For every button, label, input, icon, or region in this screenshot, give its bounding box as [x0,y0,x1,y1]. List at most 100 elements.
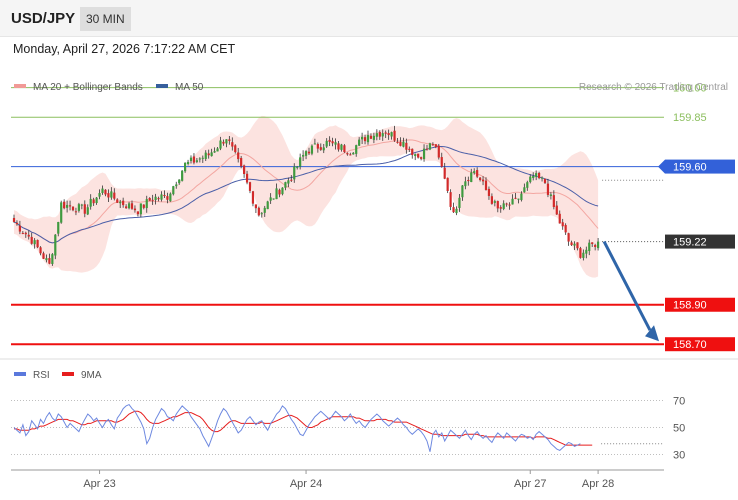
candle-body [299,157,302,167]
candle [151,194,154,205]
candle-body [86,207,89,215]
candle-body [68,205,72,207]
candle [372,132,375,144]
candle-body [437,145,440,158]
candle-body [481,179,485,182]
candle [543,178,547,185]
candle [142,204,145,210]
candle [80,203,83,210]
candle [576,242,579,251]
candle-body [340,144,343,150]
level-label-160.00: 160.00 [673,83,707,95]
candle-body [12,217,16,222]
candle [204,150,207,162]
candle [266,200,269,210]
candle [240,155,243,169]
candle [254,204,257,214]
level-label-158.70: 158.70 [673,339,707,351]
legend-swatch [14,84,26,88]
candle [83,200,86,218]
candle-body [204,152,207,159]
candle [110,187,113,200]
candle [263,205,266,217]
candle [588,239,591,256]
candle-body [402,141,405,147]
candle [499,205,502,213]
candle [458,194,461,212]
candle [166,192,169,204]
candle [51,253,54,266]
candle-body [243,165,246,175]
candle-body [237,152,240,160]
candle [428,142,432,151]
candle-body [51,254,54,264]
candle-body [422,148,426,160]
candle [92,197,95,206]
candle [12,214,16,223]
candle-body [210,152,213,157]
candle-body [130,203,134,209]
candle [328,136,331,147]
candle [490,193,493,205]
candle-body [594,245,597,247]
candle [558,210,561,224]
candle-body [139,203,142,215]
candle-body [496,201,499,209]
candle-body [307,151,311,154]
candle-body [431,144,434,146]
candle [278,188,281,198]
candle [175,181,178,189]
candle-body [529,176,532,183]
ma20-line [13,139,599,244]
candle-body [269,197,272,201]
candle [582,249,585,261]
candle [511,194,514,205]
timeframe-button[interactable]: 30 MIN [80,7,131,31]
candle [366,130,370,145]
candle-body [225,139,228,144]
candle-body [142,204,145,208]
candle [284,181,287,191]
candle-body [275,188,278,200]
candle [15,220,19,226]
candle-body [166,196,169,200]
candle-body [98,193,101,197]
candle-body [564,225,567,233]
candle-body [425,148,429,150]
candle-body [245,173,249,183]
candle-body [160,194,163,200]
candle-body [63,201,66,209]
candle-body [77,204,80,211]
candle [369,133,373,140]
candle-body [266,201,269,210]
candle-body [411,148,414,156]
candle [481,176,485,186]
candle [272,198,275,200]
candle [251,190,255,207]
candle-body [343,145,346,153]
candle [381,129,384,141]
candle-body [455,208,458,214]
candle [192,153,196,165]
candle-body [48,258,51,264]
candle [470,168,473,183]
candle [95,197,98,205]
candle-body [119,201,122,204]
candle [304,150,308,160]
candle [496,200,499,213]
x-tick-label: Apr 27 [514,478,546,490]
candle [573,241,576,251]
candle [293,163,296,183]
candle-body [428,143,432,150]
candle [225,139,228,148]
candle-body [21,232,24,234]
candle-body [313,143,316,145]
candle [538,171,541,180]
candle [363,134,367,145]
candle-body [499,207,502,209]
candle-body [458,197,461,208]
rsi-legend-swatch [14,372,26,376]
candle [355,144,358,157]
